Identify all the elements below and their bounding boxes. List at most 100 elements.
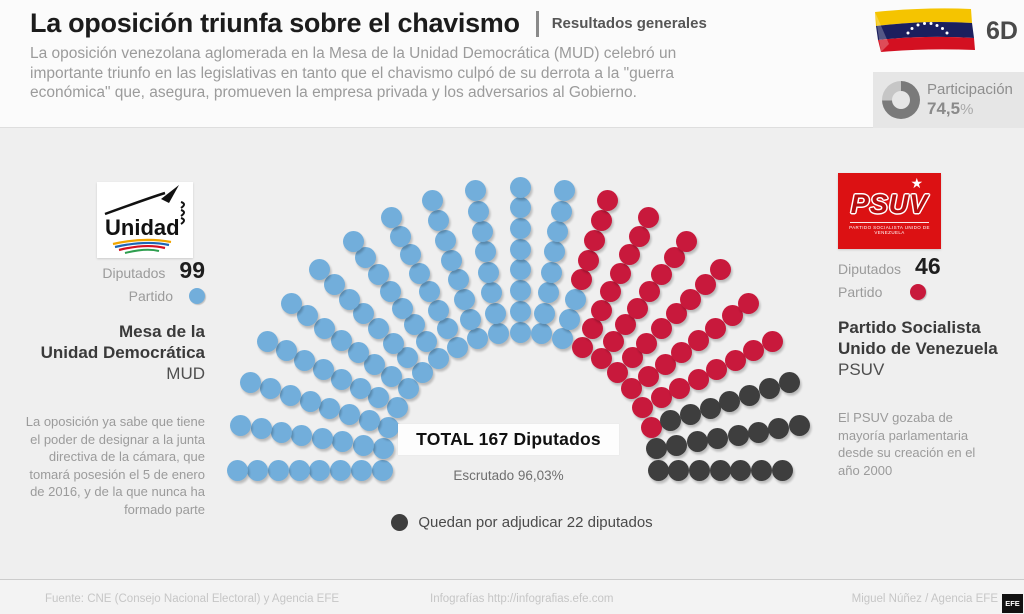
seat-dot — [748, 421, 770, 443]
seat-dot — [707, 428, 729, 450]
seat-dot — [650, 318, 672, 339]
mud-name-line1: Mesa de la — [119, 322, 205, 341]
seat-dot — [778, 372, 800, 394]
seat-dot — [226, 459, 248, 481]
seat-dot — [636, 332, 658, 354]
seat-dot — [709, 459, 731, 481]
pending-legend: Quedan por adjudicar 22 diputados — [312, 514, 732, 531]
seat-dot — [291, 424, 313, 446]
seat-dot — [639, 280, 661, 302]
seat-dot — [654, 354, 676, 376]
seat-dot — [358, 410, 380, 432]
seat-dot — [428, 347, 450, 369]
venezuela-flag-icon — [875, 7, 975, 52]
seat-dot — [537, 282, 559, 304]
seat-dot — [607, 361, 629, 383]
seat-dot — [487, 323, 509, 345]
seat-dot — [751, 459, 772, 481]
seat-dot — [738, 293, 760, 315]
seat-dot — [314, 317, 336, 339]
seat-dot — [547, 220, 569, 242]
seat-dot — [422, 190, 444, 212]
seat-dot — [294, 349, 316, 371]
seat-dot — [404, 314, 426, 336]
seat-dot — [552, 328, 574, 350]
seat-dot — [268, 459, 289, 481]
participation-label: Participación — [927, 81, 1013, 98]
seat-dot — [540, 261, 562, 283]
seat-dot — [474, 241, 496, 263]
seat-dot — [399, 244, 421, 266]
seat-dot — [279, 384, 301, 406]
unidad-logo-text: Unidad — [105, 215, 180, 240]
seat-dot — [409, 262, 431, 284]
seat-dot — [609, 262, 631, 284]
seat-dot — [577, 249, 599, 271]
seat-dot — [669, 378, 691, 400]
seat-dot — [550, 200, 572, 222]
page-title: La oposición triunfa sobre el chavismo — [30, 8, 520, 38]
participation-value: 74,5% — [927, 99, 974, 118]
seat-dot — [379, 280, 401, 302]
seat-dot — [275, 340, 297, 362]
author-credit: Miguel Núñez / Agencia EFE — [851, 593, 998, 605]
psuv-abbr: PSUV — [838, 360, 885, 379]
seat-dot — [309, 459, 331, 481]
seat-dot — [743, 340, 765, 362]
seat-dot — [381, 207, 403, 229]
footer: Fuente: CNE (Consejo Nacional Electoral)… — [0, 579, 1024, 614]
seat-dot — [721, 305, 743, 327]
seat-dot — [553, 180, 575, 202]
intro-paragraph: La oposición venezolana aglomerada en la… — [30, 45, 677, 101]
seat-dot — [230, 415, 252, 437]
seat-dot — [761, 331, 783, 353]
seat-dot — [509, 197, 531, 219]
seat-dot — [544, 241, 566, 263]
seat-dot — [699, 397, 721, 419]
seat-dot — [637, 207, 659, 229]
mud-party-label: Partido — [128, 288, 173, 304]
seat-dot — [434, 229, 456, 251]
seat-dot — [730, 459, 752, 481]
seat-dot — [353, 303, 375, 325]
scrutiny-label: Escrutado 96,03% — [453, 468, 564, 483]
total-seats-label: TOTAL 167 Diputados — [416, 429, 601, 449]
total-seats-box: TOTAL 167 Diputados — [398, 424, 619, 455]
seat-dot — [660, 410, 682, 432]
seat-dot — [571, 269, 593, 291]
seat-dot — [312, 359, 334, 381]
seat-dot — [382, 332, 404, 354]
mud-abbr: MUD — [166, 364, 205, 383]
psuv-note: El PSUV gozaba de mayoría parlamentaria … — [838, 410, 976, 478]
source-credit: Fuente: CNE (Consejo Nacional Electoral)… — [45, 593, 340, 605]
seat-dot — [460, 308, 482, 330]
pending-legend-text: Quedan por adjudicar 22 diputados — [418, 514, 653, 531]
seat-dot — [454, 288, 476, 310]
seat-dot — [299, 391, 321, 413]
seat-dot — [311, 428, 333, 450]
unidad-logo: Unidad — [97, 182, 193, 258]
seat-dot — [465, 180, 487, 202]
seat-dot — [324, 274, 346, 296]
seat-dot — [338, 404, 360, 426]
mud-seats-value: 99 — [179, 257, 205, 283]
psuv-star-icon: ★ — [910, 175, 923, 191]
seat-dot — [288, 459, 310, 481]
seat-dot — [671, 341, 693, 363]
psuv-party-dot — [910, 284, 927, 300]
seat-dot — [418, 281, 440, 303]
seat-dot — [621, 378, 643, 400]
seat-dot — [441, 249, 463, 271]
seat-dot — [531, 323, 553, 345]
seat-dot — [668, 459, 690, 481]
mud-seats-label: Diputados — [102, 265, 166, 281]
header: La oposición triunfa sobre el chavismo R… — [0, 0, 1024, 128]
seat-dot — [343, 230, 365, 252]
seat-dot — [364, 354, 386, 376]
seat-dot — [564, 288, 586, 310]
seat-dot — [768, 418, 790, 440]
seat-dot — [297, 305, 319, 327]
seat-dot — [637, 366, 659, 388]
